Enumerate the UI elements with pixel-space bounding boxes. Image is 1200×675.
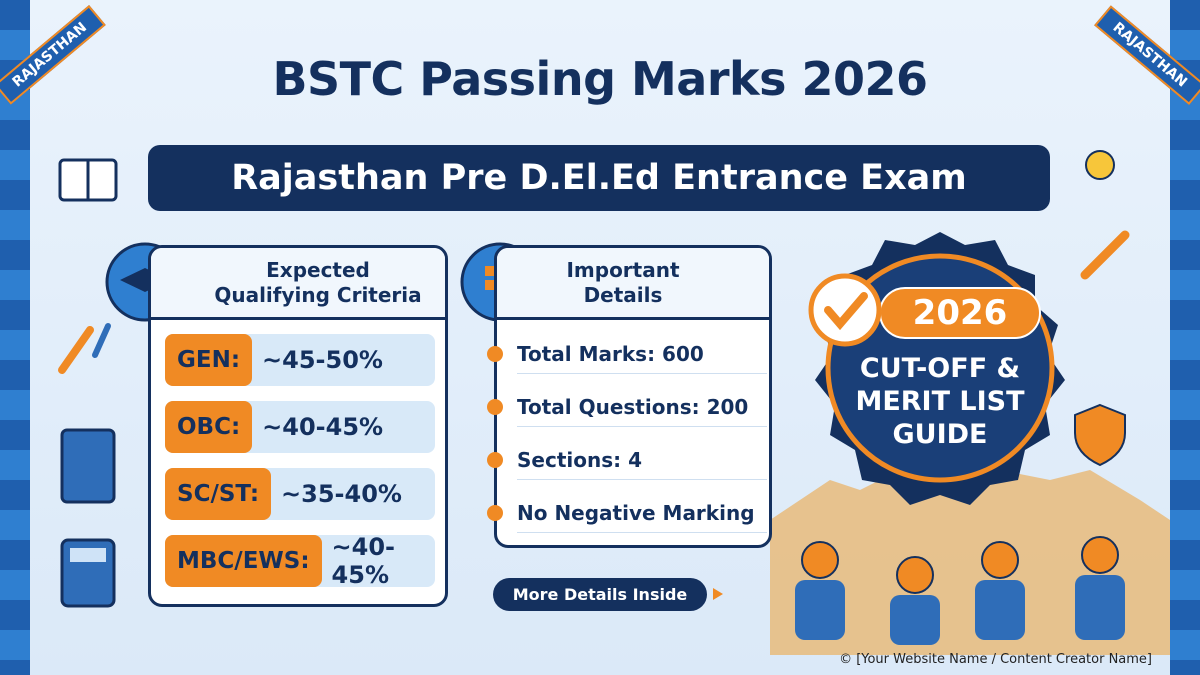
bullet	[487, 504, 503, 521]
category-tag: SC/ST:	[165, 468, 272, 520]
left-border	[0, 0, 30, 675]
badge-year: 2026	[912, 293, 1008, 333]
bullet	[487, 345, 503, 362]
detail-text: Sections: 4	[517, 447, 642, 472]
criteria-row: GEN: ~45-50%	[165, 334, 435, 386]
detail-item: Total Marks: 600	[487, 334, 767, 374]
percentage: ~45-50%	[262, 346, 383, 374]
more-details-button[interactable]: More Details Inside	[493, 578, 707, 611]
detail-text: Total Marks: 600	[517, 341, 704, 366]
title: BSTC Passing Marks 2026	[272, 52, 928, 106]
subtitle: Rajasthan Pre D.El.Ed Entrance Exam	[148, 145, 1050, 211]
detail-item: Total Questions: 200	[487, 387, 767, 427]
card-title: Expected	[266, 257, 370, 282]
footer: © [Your Website Name / Content Creator N…	[839, 652, 1152, 667]
card-header: Important Details	[497, 248, 769, 320]
details-card: Important Details Total Marks: 600 Total …	[487, 245, 772, 548]
criteria-row: SC/ST: ~35-40%	[165, 468, 435, 520]
bullet	[487, 451, 503, 468]
percentage: ~40-45%	[331, 533, 396, 589]
detail-text: Total Questions: 200	[517, 394, 749, 419]
card-title: Qualifying Criteria	[214, 282, 422, 307]
category-tag: OBC:	[165, 401, 253, 453]
card-title: Details	[583, 282, 663, 307]
card-header: Expected Qualifying Criteria	[151, 248, 445, 320]
right-border	[1170, 0, 1200, 675]
detail-item: No Negative Marking	[487, 493, 767, 533]
badge-line: MERIT LIST	[855, 386, 1025, 417]
badge-text: CUT-OFF & MERIT LIST GUIDE	[830, 352, 1050, 451]
criteria-row: OBC: ~40-45%	[165, 401, 435, 453]
percentage: ~35-40%	[281, 480, 402, 508]
criteria-row: MBC/EWS: ~40-45%	[165, 533, 435, 589]
category-tag: MBC/EWS:	[165, 535, 322, 587]
badge-line: GUIDE	[892, 419, 988, 450]
detail-text: No Negative Marking	[517, 500, 755, 525]
criteria-card: Expected Qualifying Criteria GEN: ~45-50%…	[148, 245, 448, 607]
badge-line: CUT-OFF &	[859, 353, 1021, 384]
percentage: ~40-45%	[262, 413, 384, 441]
bullet	[487, 398, 503, 415]
category-tag: GEN:	[165, 334, 253, 386]
detail-item: Sections: 4	[487, 440, 767, 480]
card-title: Important	[566, 257, 680, 282]
